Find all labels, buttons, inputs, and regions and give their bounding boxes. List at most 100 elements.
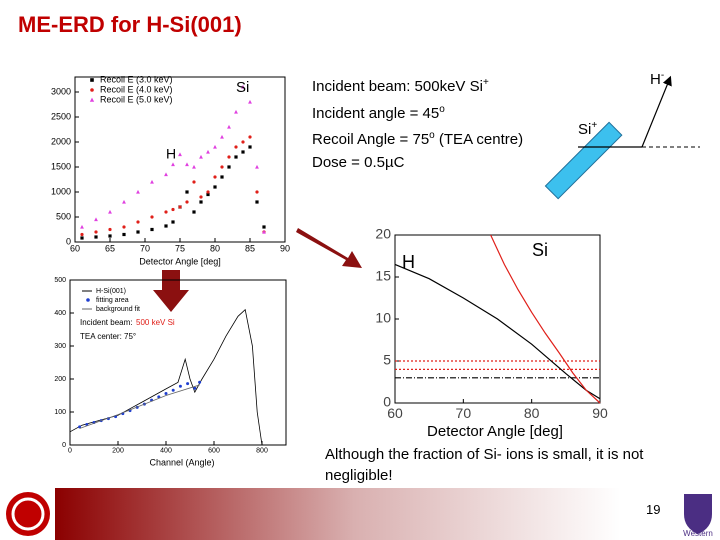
footer-band bbox=[55, 488, 720, 540]
data-point bbox=[220, 175, 224, 179]
data-point bbox=[227, 155, 231, 159]
data-point bbox=[192, 180, 196, 184]
legend-key bbox=[89, 97, 95, 102]
x-tick-label: 90 bbox=[280, 244, 290, 254]
logo-right bbox=[684, 494, 712, 534]
series-line bbox=[69, 308, 263, 446]
y-tick-label: 3000 bbox=[51, 86, 71, 96]
x-tick-label: 200 bbox=[112, 447, 124, 454]
data-point bbox=[164, 172, 168, 177]
data-point bbox=[227, 124, 231, 129]
data-point bbox=[150, 179, 154, 184]
data-point bbox=[122, 232, 126, 237]
series-label: H bbox=[402, 252, 415, 272]
y-tick-label: 10 bbox=[375, 310, 391, 326]
series-label: Si bbox=[532, 240, 548, 260]
data-point bbox=[193, 386, 197, 390]
legend-key bbox=[90, 78, 94, 82]
data-point bbox=[199, 195, 203, 199]
data-point bbox=[220, 134, 224, 139]
y-tick-label: 200 bbox=[54, 376, 66, 383]
y-tick-label: 1500 bbox=[51, 161, 71, 171]
data-point bbox=[94, 217, 98, 222]
data-point bbox=[255, 164, 259, 169]
data-point bbox=[199, 154, 203, 159]
data-point bbox=[213, 175, 217, 179]
data-point bbox=[227, 165, 231, 169]
info-sup: + bbox=[482, 77, 489, 88]
data-point bbox=[164, 210, 168, 214]
data-point bbox=[185, 200, 189, 204]
x-tick-label: 65 bbox=[105, 244, 115, 254]
info-line: Incident angle = 45o bbox=[312, 99, 523, 126]
legend-label: background fit bbox=[96, 306, 140, 313]
data-point bbox=[192, 164, 196, 169]
data-point bbox=[248, 135, 252, 139]
x-tick-label: 0 bbox=[68, 447, 72, 454]
data-point bbox=[122, 199, 126, 204]
plot-frame bbox=[69, 279, 287, 446]
data-point bbox=[150, 215, 154, 219]
y-tick-label: 5 bbox=[383, 352, 391, 368]
info-block: Incident beam: 500keV Si+ Incident angle … bbox=[312, 72, 523, 174]
data-point bbox=[171, 162, 175, 167]
y-tick-label: 300 bbox=[54, 343, 66, 350]
info-sup: o bbox=[439, 103, 445, 115]
data-point bbox=[241, 84, 245, 89]
info-line: Incident beam: 500keV Si+ bbox=[312, 72, 523, 99]
y-tick-label: 2000 bbox=[51, 136, 71, 146]
x-tick-label: 80 bbox=[210, 244, 220, 254]
series-line bbox=[490, 234, 601, 404]
data-point bbox=[157, 395, 161, 399]
y-tick-label: 0 bbox=[383, 394, 391, 410]
logo-left-ring bbox=[11, 497, 45, 531]
beam-label-sup: + bbox=[591, 120, 598, 131]
x-tick-label: 800 bbox=[256, 447, 268, 454]
legend-key bbox=[90, 88, 94, 92]
data-point bbox=[199, 200, 203, 204]
arrow-right bbox=[296, 228, 362, 268]
x-tick-label: 600 bbox=[208, 447, 220, 454]
x-tick-label: 60 bbox=[387, 405, 403, 421]
y-tick-label: 500 bbox=[54, 277, 66, 284]
info-text: Recoil Angle = 75 bbox=[312, 131, 430, 148]
series-line bbox=[394, 263, 601, 400]
recoil-direction bbox=[641, 75, 672, 148]
x-axis-label: Detector Angle [deg] bbox=[427, 423, 563, 440]
data-point bbox=[80, 232, 84, 237]
data-point bbox=[185, 162, 189, 167]
info-text: Incident angle = 45 bbox=[312, 104, 440, 122]
y-tick-label: 100 bbox=[54, 409, 66, 416]
data-point bbox=[108, 227, 112, 232]
y-tick-label: 0 bbox=[62, 442, 66, 449]
beam-label-text: Si bbox=[578, 121, 592, 138]
data-point bbox=[185, 190, 189, 194]
info-line: Recoil Angle = 75o (TEA centre) bbox=[312, 125, 523, 152]
legend-label: Recoil E (4.0 keV) bbox=[100, 84, 173, 94]
data-point bbox=[186, 382, 190, 386]
data-point bbox=[94, 235, 98, 239]
data-point bbox=[262, 225, 266, 229]
x-tick-label: 75 bbox=[175, 244, 185, 254]
data-point bbox=[220, 165, 224, 169]
data-point bbox=[206, 190, 210, 194]
legend-label: H-Si(001) bbox=[96, 288, 126, 295]
info-after: (TEA centre) bbox=[434, 131, 524, 148]
series-line bbox=[79, 384, 200, 429]
x-tick-label: 70 bbox=[140, 244, 150, 254]
recoil-label-sup: - bbox=[660, 70, 665, 81]
x-axis-label: Detector Angle [deg] bbox=[139, 256, 221, 266]
x-tick-label: 60 bbox=[70, 244, 80, 254]
x-tick-label: 400 bbox=[160, 447, 172, 454]
data-point bbox=[248, 145, 252, 149]
x-tick-label: 80 bbox=[524, 405, 540, 421]
x-axis-label: Channel (Angle) bbox=[149, 457, 214, 467]
data-point bbox=[136, 189, 140, 194]
data-point bbox=[171, 388, 175, 392]
info-line: Dose = 0.5µC bbox=[312, 152, 523, 175]
data-point bbox=[234, 145, 238, 149]
data-point bbox=[80, 224, 84, 229]
data-point bbox=[241, 140, 245, 144]
logo-text: Western bbox=[683, 529, 713, 538]
legend-key bbox=[86, 298, 90, 302]
